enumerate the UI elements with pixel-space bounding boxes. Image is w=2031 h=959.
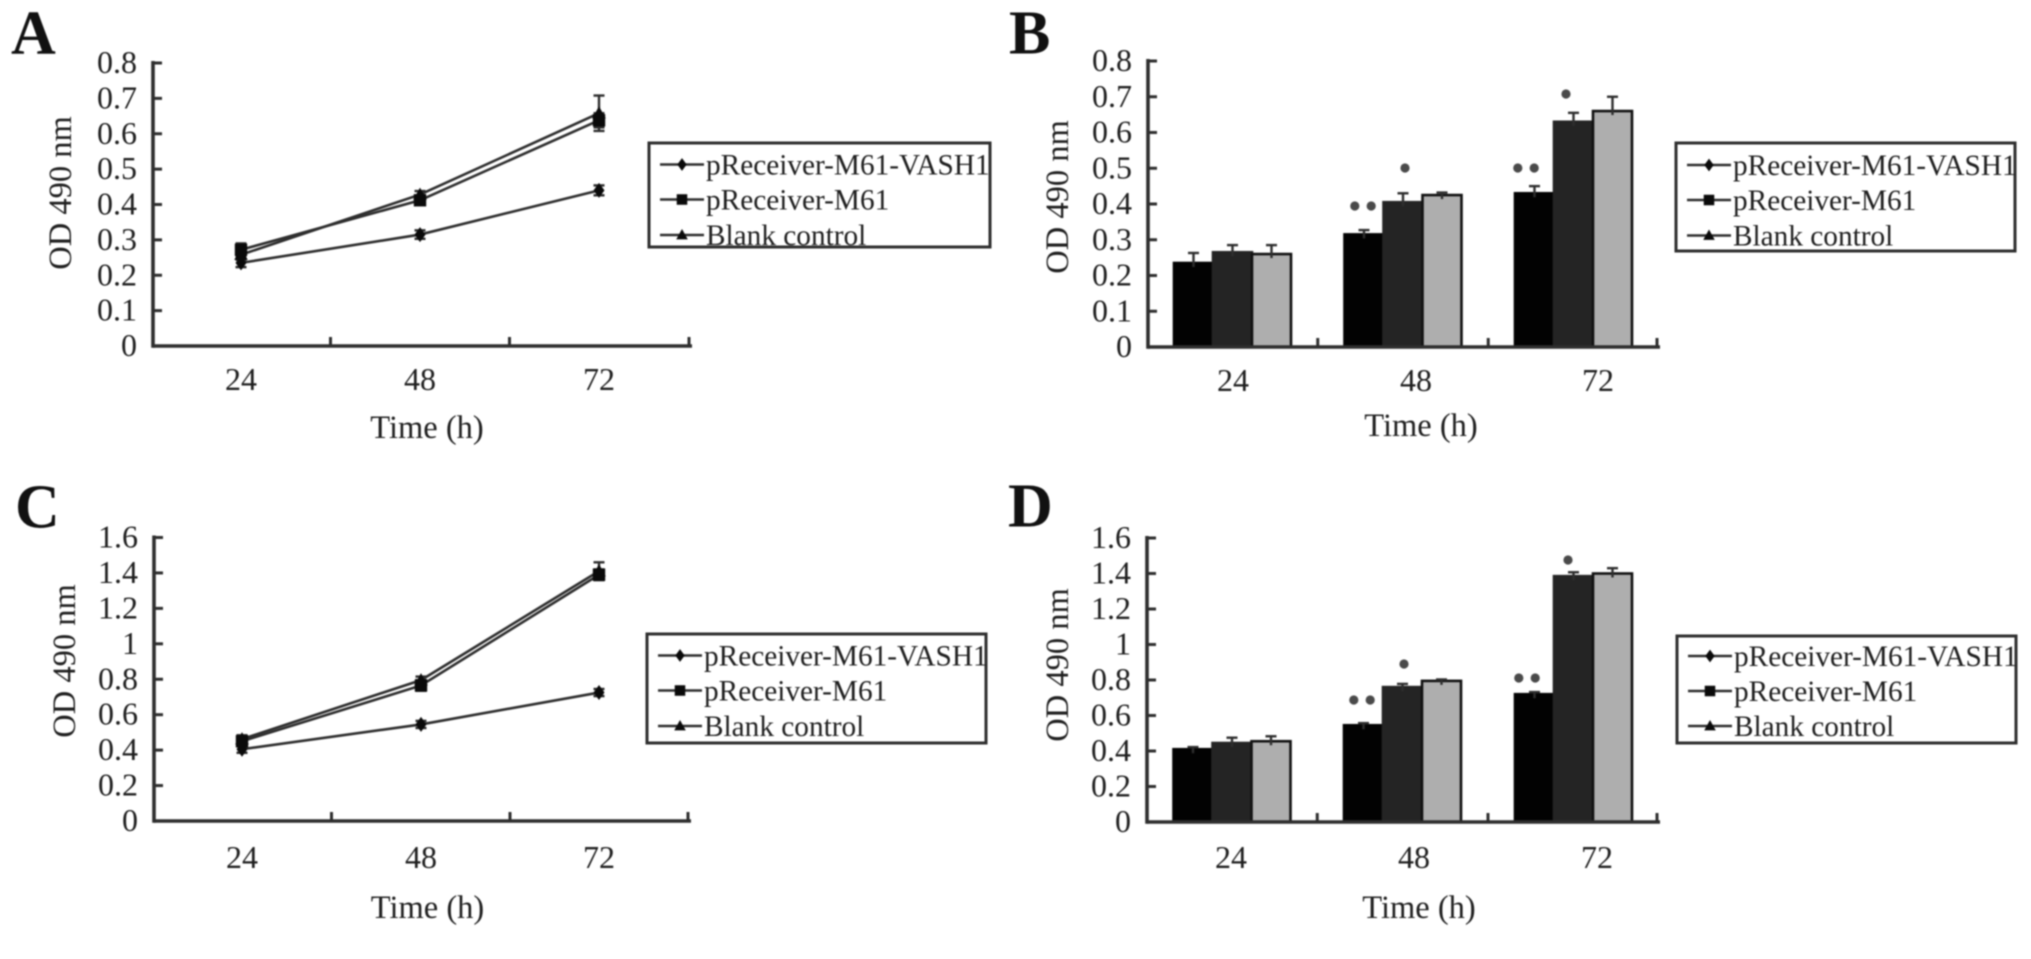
svg-text:A: A bbox=[11, 0, 56, 68]
svg-text:pReceiver-M61: pReceiver-M61 bbox=[704, 676, 887, 708]
svg-text:pReceiver-M61: pReceiver-M61 bbox=[1733, 185, 1916, 217]
svg-text:0.8: 0.8 bbox=[97, 44, 137, 80]
svg-text:1.6: 1.6 bbox=[1091, 519, 1131, 555]
svg-text:0: 0 bbox=[122, 802, 138, 838]
svg-text:0.6: 0.6 bbox=[1091, 697, 1131, 733]
svg-text:0.2: 0.2 bbox=[1092, 257, 1132, 293]
svg-text:pReceiver-M61: pReceiver-M61 bbox=[706, 185, 889, 217]
svg-text:0.6: 0.6 bbox=[98, 696, 138, 732]
svg-text:0.5: 0.5 bbox=[1092, 149, 1132, 185]
svg-text:24: 24 bbox=[1217, 362, 1249, 398]
svg-text:1: 1 bbox=[1115, 626, 1131, 662]
svg-text:0.3: 0.3 bbox=[97, 221, 137, 257]
svg-text:Time (h): Time (h) bbox=[371, 890, 484, 926]
svg-text:0.4: 0.4 bbox=[1091, 732, 1131, 768]
svg-text:0.1: 0.1 bbox=[97, 292, 137, 328]
svg-text:0.6: 0.6 bbox=[1092, 114, 1132, 150]
svg-text:0.5: 0.5 bbox=[97, 150, 137, 186]
svg-text:pReceiver-M61-VASH1: pReceiver-M61-VASH1 bbox=[1733, 150, 2017, 182]
svg-text:1.4: 1.4 bbox=[1091, 555, 1131, 591]
svg-text:pReceiver-M61-VASH1: pReceiver-M61-VASH1 bbox=[706, 150, 990, 182]
svg-text:0.8: 0.8 bbox=[1092, 42, 1132, 78]
svg-text:0.2: 0.2 bbox=[1091, 768, 1131, 804]
svg-text:B: B bbox=[1009, 0, 1050, 68]
svg-text:C: C bbox=[15, 474, 60, 542]
svg-text:Blank control: Blank control bbox=[1733, 221, 1893, 253]
svg-text:Time (h): Time (h) bbox=[370, 410, 483, 446]
svg-text:0: 0 bbox=[1115, 803, 1131, 839]
svg-text:D: D bbox=[1008, 473, 1053, 541]
svg-text:0: 0 bbox=[121, 327, 137, 363]
svg-text:1.2: 1.2 bbox=[98, 589, 138, 625]
svg-text:24: 24 bbox=[225, 361, 257, 397]
svg-text:OD 490 nm: OD 490 nm bbox=[1040, 588, 1076, 741]
svg-text:1.2: 1.2 bbox=[1091, 590, 1131, 626]
svg-text:24: 24 bbox=[1215, 839, 1247, 875]
svg-text:0.8: 0.8 bbox=[1091, 661, 1131, 697]
svg-text:48: 48 bbox=[1400, 362, 1432, 398]
svg-text:48: 48 bbox=[405, 839, 437, 875]
svg-text:48: 48 bbox=[1398, 839, 1430, 875]
svg-text:1: 1 bbox=[122, 625, 138, 661]
svg-text:Blank control: Blank control bbox=[1734, 711, 1894, 743]
svg-text:1.6: 1.6 bbox=[98, 519, 138, 555]
svg-text:0: 0 bbox=[1116, 328, 1132, 364]
svg-text:OD 490 nm: OD 490 nm bbox=[43, 116, 79, 269]
svg-text:0.8: 0.8 bbox=[98, 660, 138, 696]
svg-text:Blank control: Blank control bbox=[704, 711, 864, 743]
svg-text:72: 72 bbox=[1582, 362, 1614, 398]
svg-text:0.7: 0.7 bbox=[1092, 78, 1132, 114]
svg-text:0.6: 0.6 bbox=[97, 115, 137, 151]
svg-text:pReceiver-M61-VASH1: pReceiver-M61-VASH1 bbox=[704, 641, 988, 673]
svg-text:0.4: 0.4 bbox=[97, 186, 137, 222]
svg-text:72: 72 bbox=[1581, 839, 1613, 875]
svg-text:0.2: 0.2 bbox=[97, 256, 137, 292]
svg-text:pReceiver-M61-VASH1: pReceiver-M61-VASH1 bbox=[1734, 641, 2018, 673]
svg-text:0.1: 0.1 bbox=[1092, 292, 1132, 328]
svg-text:0.4: 0.4 bbox=[98, 731, 138, 767]
svg-text:OD 490 nm: OD 490 nm bbox=[1040, 120, 1076, 273]
svg-text:72: 72 bbox=[583, 839, 615, 875]
svg-text:0.2: 0.2 bbox=[98, 767, 138, 803]
svg-text:Blank control: Blank control bbox=[706, 220, 866, 252]
svg-text:0.3: 0.3 bbox=[1092, 221, 1132, 257]
svg-text:1.4: 1.4 bbox=[98, 554, 138, 590]
svg-text:Time (h): Time (h) bbox=[1364, 408, 1477, 444]
svg-text:72: 72 bbox=[583, 361, 615, 397]
svg-text:0.4: 0.4 bbox=[1092, 185, 1132, 221]
svg-text:Time (h): Time (h) bbox=[1362, 890, 1475, 926]
svg-text:24: 24 bbox=[226, 839, 258, 875]
svg-text:OD 490 nm: OD 490 nm bbox=[47, 584, 83, 737]
svg-text:pReceiver-M61: pReceiver-M61 bbox=[1734, 676, 1917, 708]
svg-text:48: 48 bbox=[404, 361, 436, 397]
svg-text:0.7: 0.7 bbox=[97, 79, 137, 115]
